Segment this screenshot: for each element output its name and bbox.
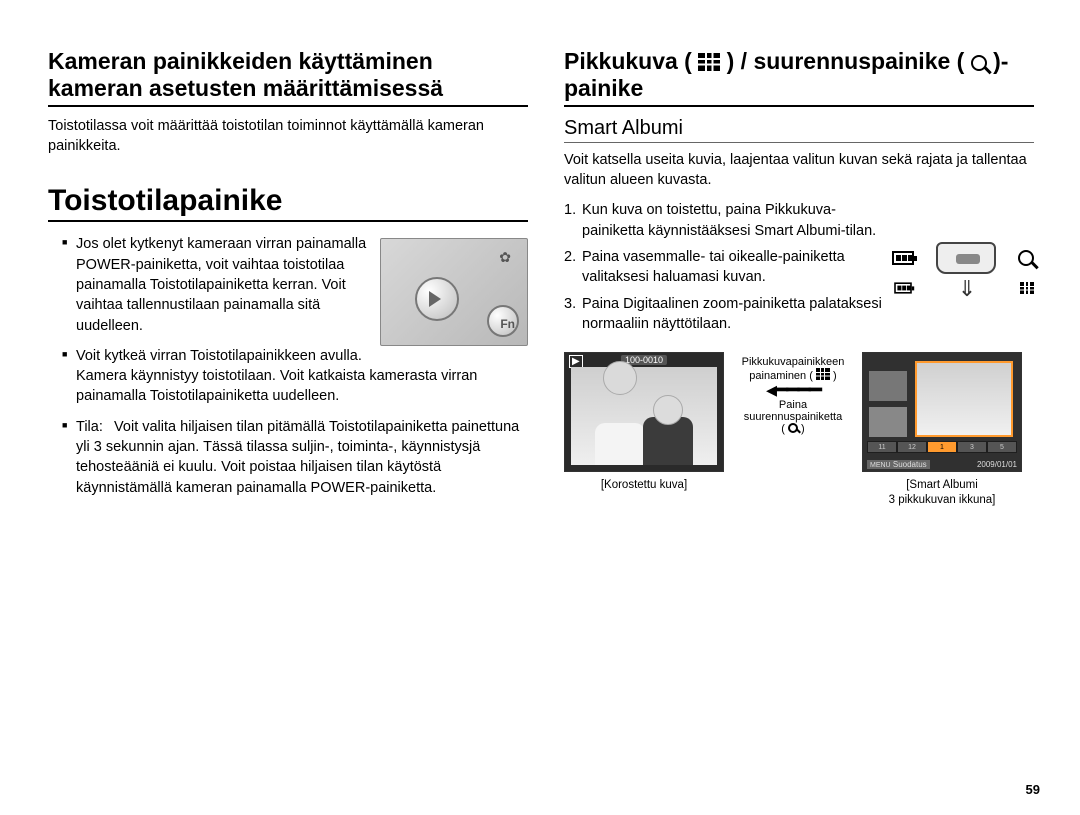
tila-label: Tila: — [76, 417, 110, 437]
left-bullet-2: Voit kytkeä virran Toistotilapainikkeen … — [62, 346, 528, 407]
left-heading-2: Toistotilapainike — [48, 184, 528, 222]
tila-text: Voit valita hiljaisen tilan pitämällä To… — [76, 419, 519, 496]
arrow-left-icon: ◂━━━━ — [732, 384, 854, 395]
lcd-1: ▶ 100-0010 — [564, 352, 724, 472]
lcd2-footer-right: 2009/01/01 — [977, 460, 1017, 469]
lcd2-footer-left: Suodatus — [893, 460, 927, 469]
thumbnail-grid-icon — [698, 53, 720, 71]
right-subheading: Smart Albumi — [564, 117, 1034, 143]
lcd2-caption: [Smart Albumi 3 pikkukuvan ikkuna] — [862, 478, 1022, 508]
magnifier-icon — [971, 55, 987, 71]
thumbnail-grid-icon — [816, 368, 830, 380]
screenshot-row: ▶ 100-0010 [Korostettu kuva] Pikkukuvapa… — [564, 352, 1034, 508]
screenshot-smartalbum: 1112135 MENU Suodatus 2009/01/01 [Smart … — [862, 352, 1022, 508]
right-heading: Pikkukuva ( ) / suurennuspainike ( )-pai… — [564, 48, 1034, 107]
right-intro: Voit katsella useita kuvia, laajentaa va… — [564, 151, 1034, 190]
magnifier-icon — [788, 423, 798, 433]
left-bullet-list: Jos olet kytkenyt kameraan virran painam… — [48, 234, 528, 498]
filmstrip: 1112135 — [867, 441, 1017, 453]
mid-label-2b: ( — [781, 423, 788, 435]
mid-label-2a: Paina suurennuspainiketta — [732, 399, 854, 423]
transition-labels: Pikkukuvapainikkeen painaminen ( ) ◂━━━━… — [732, 352, 854, 435]
right-heading-prefix: Pikkukuva ( — [564, 48, 698, 74]
left-bullet-tila: Tila: Voit valita hiljaisen tilan pitämä… — [62, 417, 528, 498]
step-1: 1.Kun kuva on toistettu, paina Pikkukuva… — [564, 200, 1034, 241]
lcd1-caption: [Korostettu kuva] — [564, 478, 724, 493]
right-heading-mid: ) / suurennuspainike ( — [720, 48, 970, 74]
mid-label-1c: ) — [830, 370, 837, 382]
left-heading-1: Kameran painikkeiden käyttäminen kameran… — [48, 48, 528, 107]
step-2: 2.Paina vasemmalle- tai oikealle-painike… — [564, 247, 1034, 288]
page-number: 59 — [1026, 782, 1040, 797]
mid-label-1a: Pikkukuvapainikkeen — [732, 356, 854, 368]
steps-list: 1.Kun kuva on toistettu, paina Pikkukuva… — [564, 200, 1034, 334]
lcd-2: 1112135 MENU Suodatus 2009/01/01 — [862, 352, 1022, 472]
step-3: 3.Paina Digitaalinen zoom-painiketta pal… — [564, 294, 1034, 335]
left-intro: Toistotilassa voit määrittää toistotilan… — [48, 117, 528, 156]
left-bullet-1: Jos olet kytkenyt kameraan virran painam… — [62, 234, 528, 335]
screenshot-highlighted: ▶ 100-0010 [Korostettu kuva] — [564, 352, 724, 493]
